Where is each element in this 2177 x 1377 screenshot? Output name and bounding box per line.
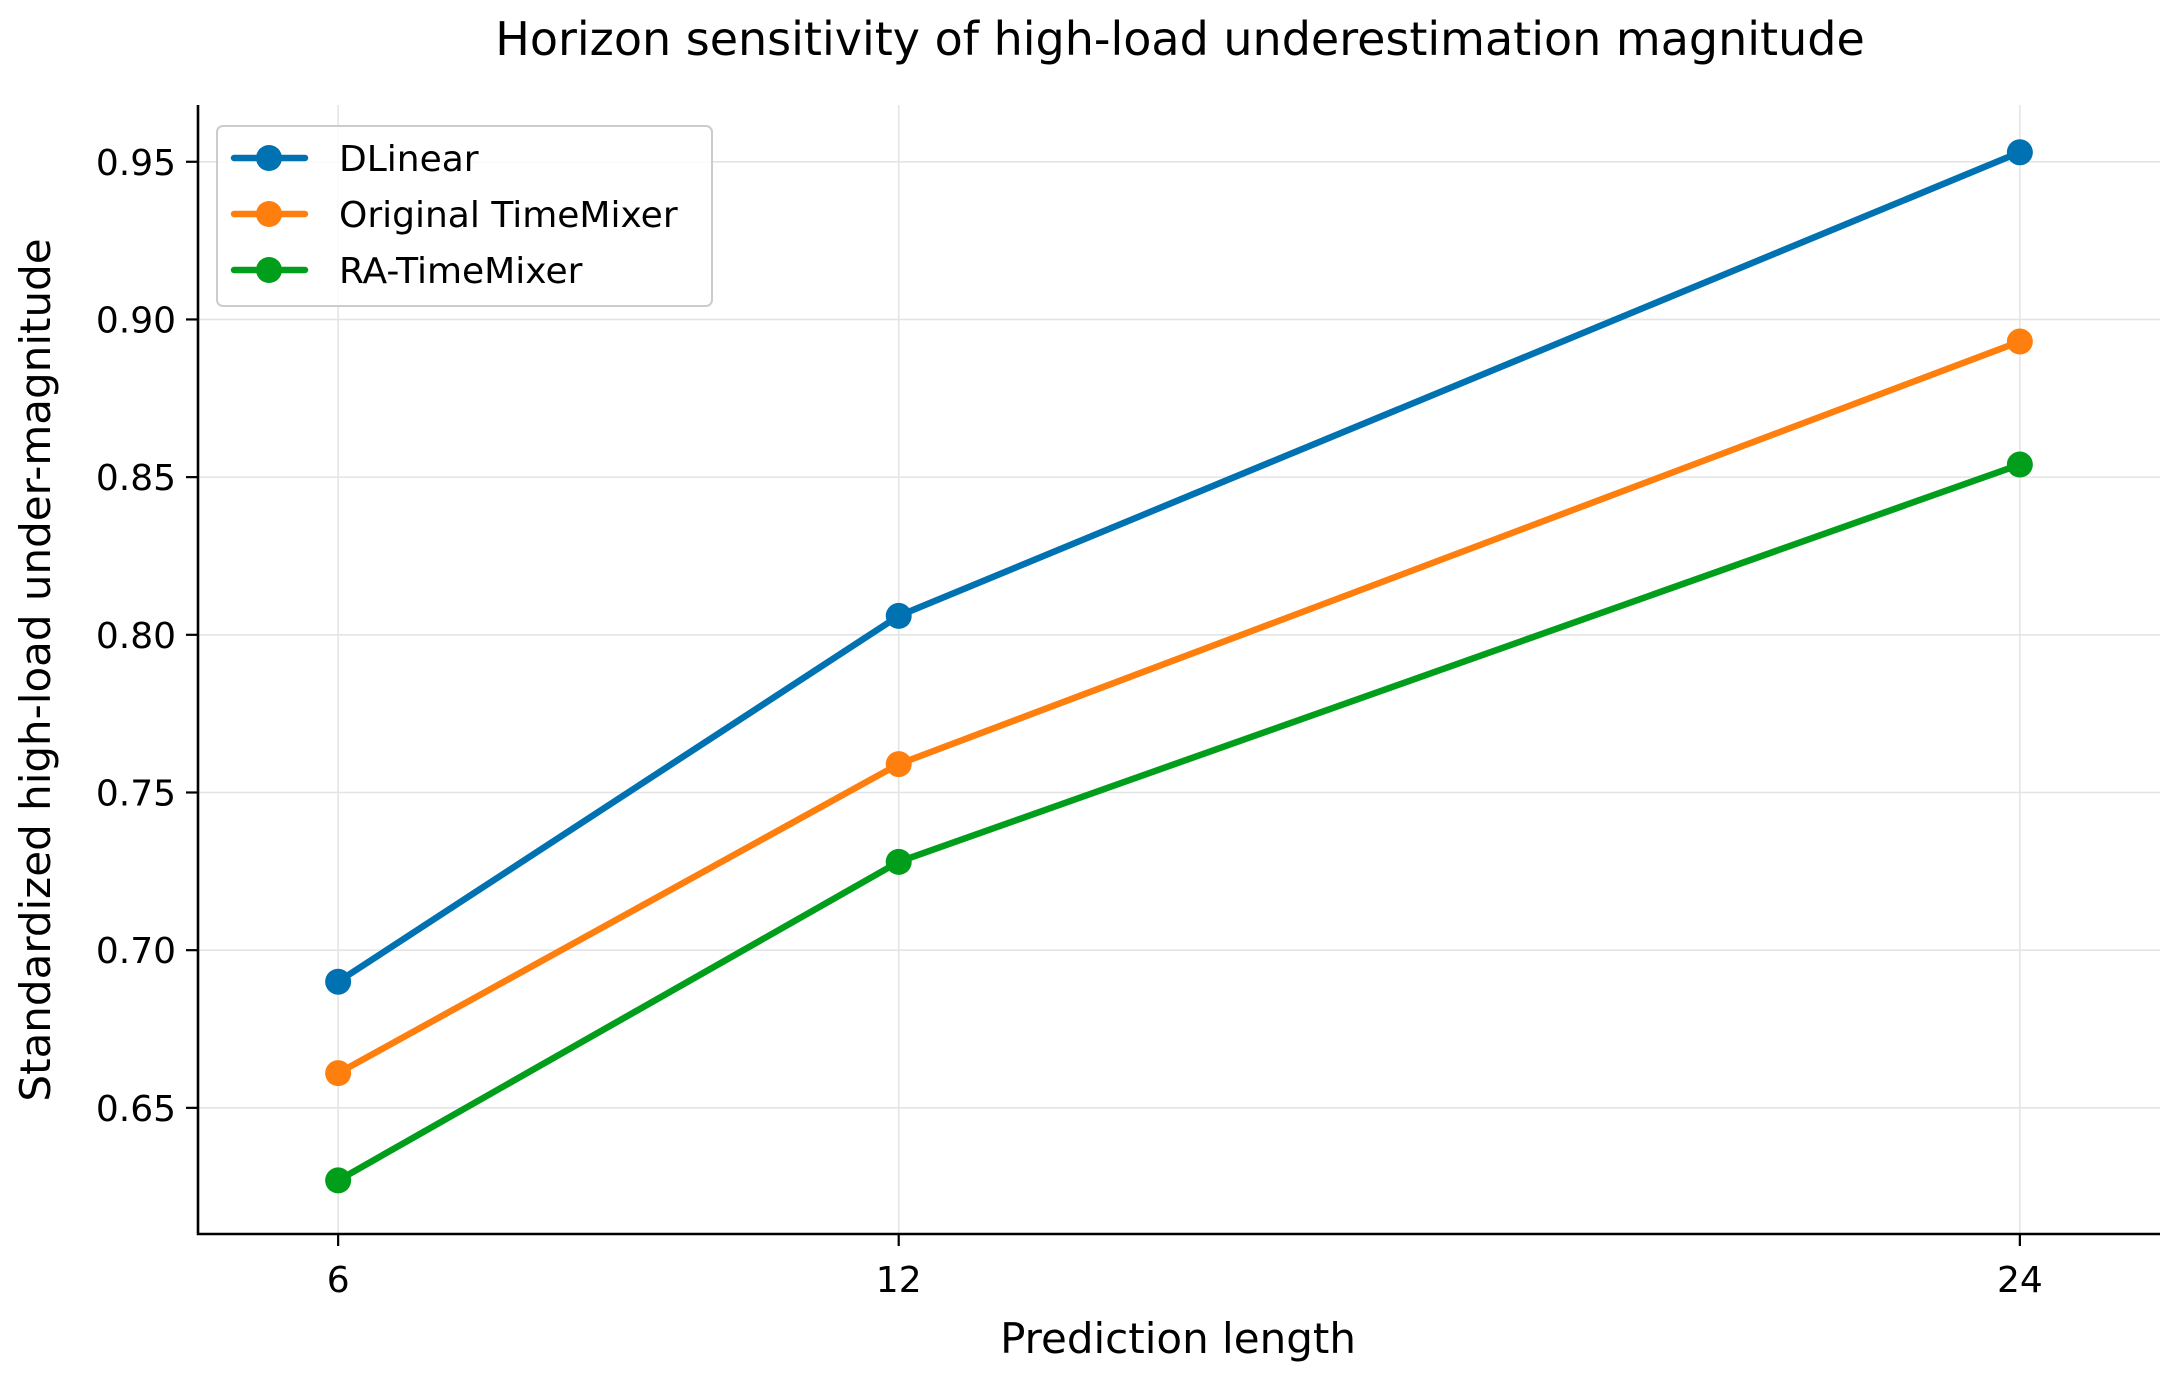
y-tick-label: 0.75 <box>96 773 176 814</box>
legend-label: DLinear <box>339 139 479 180</box>
data-point <box>2006 139 2033 166</box>
legend-marker <box>256 201 282 227</box>
axes <box>196 105 2160 1236</box>
data-point <box>885 751 912 778</box>
legend-items: DLinear Original TimeMixer RA-TimeMixer <box>230 139 678 292</box>
x-tick-label: 6 <box>327 1260 350 1301</box>
x-axis-label: Prediction length <box>1000 1314 1356 1363</box>
y-tick-label: 0.90 <box>96 300 176 341</box>
data-point <box>325 1060 352 1087</box>
data-point <box>2006 451 2033 478</box>
legend: DLinear Original TimeMixer RA-TimeMixer <box>216 125 713 307</box>
legend-box <box>216 125 713 307</box>
axis-frame <box>196 105 2160 1236</box>
legend-item: Original TimeMixer <box>230 195 678 236</box>
y-tick-label: 0.85 <box>96 458 176 499</box>
y-axis-label: Standardized high-load under-magnitude <box>11 238 60 1101</box>
chart-title: Horizon sensitivity of high-load underes… <box>495 12 1865 66</box>
legend-label: Original TimeMixer <box>339 195 678 236</box>
legend-marker <box>256 145 282 171</box>
series-ra-timemixer <box>325 451 2033 1194</box>
legend-marker <box>256 257 282 283</box>
data-point <box>325 968 352 995</box>
legend-label: RA-TimeMixer <box>339 251 583 292</box>
x-axis-ticks: 6 12 24 <box>327 1234 2043 1301</box>
legend-item: RA-TimeMixer <box>230 251 583 292</box>
series-dlinear <box>325 139 2033 995</box>
y-tick-label: 0.70 <box>96 931 176 972</box>
y-tick-label: 0.65 <box>96 1089 176 1130</box>
data-point <box>885 848 912 875</box>
series-original-timemixer <box>325 328 2033 1087</box>
x-tick-label: 24 <box>1997 1260 2043 1301</box>
data-point <box>2006 328 2033 355</box>
series-group <box>325 139 2033 1194</box>
x-tick-label: 12 <box>876 1260 922 1301</box>
y-tick-label: 0.80 <box>96 616 176 657</box>
y-axis-ticks: 0.65 0.70 0.75 0.80 0.85 0.90 0.95 <box>96 143 198 1130</box>
data-point <box>885 602 912 629</box>
legend-item: DLinear <box>230 139 479 180</box>
y-tick-label: 0.95 <box>96 143 176 184</box>
data-point <box>325 1167 352 1194</box>
